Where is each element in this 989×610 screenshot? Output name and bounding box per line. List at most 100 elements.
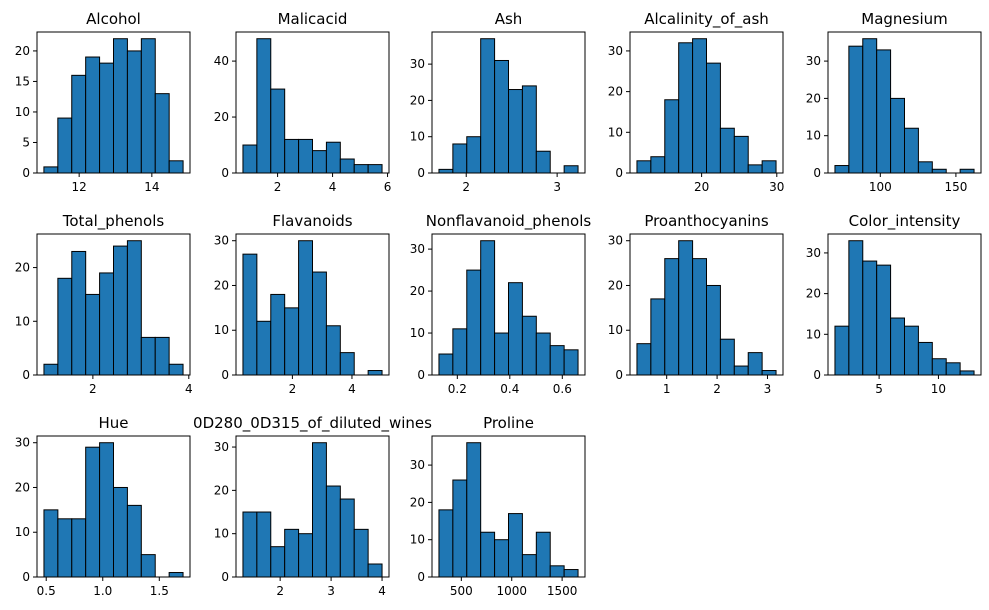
histogram-bar: [650, 156, 666, 174]
y-tick-label: 0: [22, 368, 30, 382]
histogram-bar: [890, 317, 905, 376]
x-tick-label: 6: [384, 180, 392, 194]
histogram-bar: [480, 531, 496, 578]
histogram-bar: [521, 85, 537, 174]
histogram-bar: [521, 315, 537, 376]
x-tick-label: 4: [348, 382, 356, 396]
histogram-bar: [270, 293, 286, 376]
subplot-title: Proanthocyanins: [644, 212, 769, 230]
y-tick-label: 20: [214, 483, 229, 497]
y-tick-label: 10: [806, 129, 821, 143]
x-tick-label: 2: [462, 180, 470, 194]
subplot-title: Alcalinity_of_ash: [644, 10, 769, 29]
histogram-bar: [535, 531, 551, 578]
y-tick-label: 0: [221, 570, 229, 584]
axes-frame: [431, 233, 586, 376]
subplot-nonflavanoid-phenols: Nonflavanoid_phenols 0.2 0.4 0.6 0 10 20 30: [410, 212, 592, 396]
histogram-bar: [862, 260, 878, 376]
histogram-bar: [664, 258, 680, 376]
histogram-bar: [848, 45, 864, 174]
subplot-flavanoids: Flavanoids 2 4 0 10 20 30: [214, 212, 390, 396]
x-tick-label: 1500: [547, 584, 578, 598]
subplot-title: 0D280_0D315_of_diluted_wines: [193, 414, 432, 433]
x-tick-label: 2: [289, 382, 297, 396]
histogram-bar: [57, 277, 73, 376]
histogram-bar: [494, 59, 510, 174]
histogram-bar: [535, 332, 551, 376]
histogram-bar: [85, 293, 101, 376]
histogram-bar: [99, 62, 115, 174]
histogram-bar: [312, 150, 327, 174]
y-tick-label: 20: [15, 480, 30, 494]
x-tick-label: 3: [764, 382, 772, 396]
histogram-bar: [256, 511, 272, 578]
histogram-bar: [284, 138, 300, 174]
histogram-bar: [692, 38, 707, 174]
histogram-bar: [959, 370, 975, 376]
histogram-bar: [270, 88, 286, 174]
histogram-bar: [747, 352, 763, 376]
histogram-bar: [890, 97, 905, 174]
y-tick-label: 30: [806, 54, 821, 68]
y-tick-label: 20: [214, 110, 229, 124]
axes-frame: [431, 31, 586, 174]
axes-frame: [827, 233, 982, 376]
x-tick-label: 1.5: [150, 584, 169, 598]
histogram-bar: [563, 349, 579, 376]
histogram-bar: [494, 332, 510, 376]
histogram-bar: [535, 150, 551, 174]
histogram-bar: [284, 307, 300, 376]
y-tick-label: 20: [608, 278, 623, 292]
subplot-title: Nonflavanoid_phenols: [426, 212, 592, 231]
histogram-bar: [452, 479, 468, 578]
subplot-title: Malicacid: [278, 10, 348, 28]
histogram-bar: [678, 42, 694, 174]
histogram-bar: [521, 554, 537, 578]
y-tick-label: 0: [417, 570, 425, 584]
subplot-alcalinity-of-ash: Alcalinity_of_ash 20 30 0 10 20 30: [608, 10, 785, 194]
axes-frame: [235, 435, 390, 578]
x-tick-label: 4: [378, 584, 386, 598]
histogram-bar: [438, 168, 454, 174]
histogram-bar: [126, 240, 142, 376]
y-tick-label: 40: [214, 54, 229, 68]
histogram-bar: [692, 258, 707, 376]
histogram-bar: [438, 353, 454, 376]
y-tick-label: 10: [410, 326, 425, 340]
axes-frame: [235, 31, 390, 174]
y-tick-label: 10: [214, 527, 229, 541]
histogram-bar: [57, 117, 73, 174]
histogram-bar: [678, 240, 694, 376]
x-tick-label: 5: [875, 382, 883, 396]
histogram-bar: [298, 533, 314, 578]
histogram-bar: [931, 168, 947, 174]
histogram-bar: [719, 338, 735, 376]
x-tick-label: 1: [663, 382, 671, 396]
y-tick-label: 20: [214, 278, 229, 292]
subplot-malicacid: Malicacid 2 4 6 0 20 40: [214, 10, 392, 194]
histogram-bar: [904, 325, 919, 376]
subplot-title: Alcohol: [86, 10, 141, 28]
histogram-bar: [256, 38, 272, 174]
histogram-bar: [353, 164, 369, 174]
histogram-bar: [312, 271, 327, 376]
subplot-total-phenols: Total_phenols 2 4 0 10 20: [15, 212, 193, 396]
histogram-bar: [353, 528, 369, 578]
x-tick-label: 12: [72, 180, 87, 194]
y-tick-label: 30: [806, 246, 821, 260]
histogram-bar: [761, 160, 777, 174]
histogram-bar: [140, 554, 156, 578]
histogram-bar: [57, 518, 73, 578]
subplot-proline: Proline 500 1000 1500 0 10 20 30: [410, 414, 586, 598]
y-tick-label: 15: [15, 74, 30, 88]
x-tick-label: 2: [89, 382, 97, 396]
y-tick-label: 0: [615, 166, 623, 180]
x-tick-label: 0.6: [553, 382, 572, 396]
subplot-0d280-0d315-of-diluted-wines: 0D280_0D315_of_diluted_wines 2 3 4 0 10 20 30: [193, 414, 432, 598]
y-tick-label: 10: [214, 323, 229, 337]
y-tick-label: 0: [417, 368, 425, 382]
histogram-bar: [917, 341, 933, 376]
y-tick-label: 0: [615, 368, 623, 382]
histogram-bar: [959, 168, 975, 174]
